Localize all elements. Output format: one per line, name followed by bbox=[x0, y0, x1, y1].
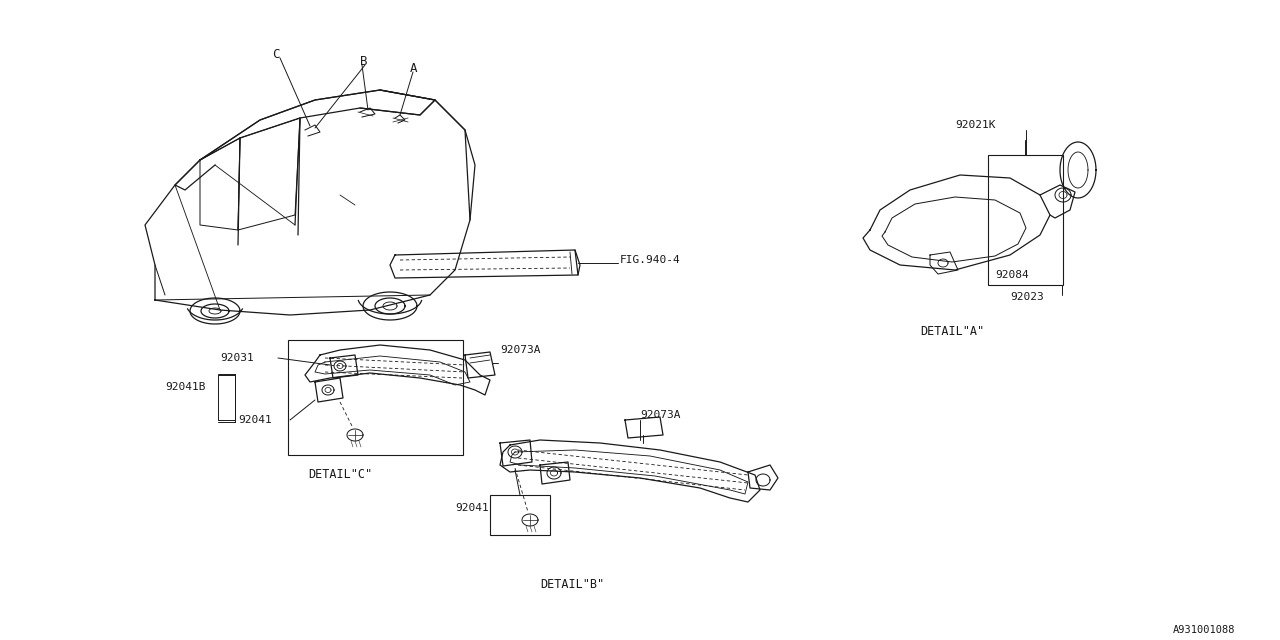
Text: 92031: 92031 bbox=[220, 353, 253, 363]
Bar bbox=[988, 155, 1062, 285]
Text: DETAIL"B": DETAIL"B" bbox=[540, 578, 604, 591]
Text: 92073A: 92073A bbox=[640, 410, 681, 420]
Text: DETAIL"C": DETAIL"C" bbox=[308, 468, 372, 481]
Bar bbox=[288, 340, 463, 455]
Text: 92041B: 92041B bbox=[165, 382, 206, 392]
Text: 92084: 92084 bbox=[995, 270, 1029, 280]
Text: A931001088: A931001088 bbox=[1172, 625, 1235, 635]
Text: B: B bbox=[360, 55, 367, 68]
Bar bbox=[490, 495, 550, 535]
Text: C: C bbox=[273, 48, 279, 61]
Text: A: A bbox=[410, 62, 417, 75]
Text: 92023: 92023 bbox=[1010, 292, 1043, 302]
Text: 92041: 92041 bbox=[238, 415, 271, 425]
Text: FIG.940-4: FIG.940-4 bbox=[620, 255, 681, 265]
Text: 92041: 92041 bbox=[454, 503, 489, 513]
Text: DETAIL"A": DETAIL"A" bbox=[920, 325, 984, 338]
Text: 92073A: 92073A bbox=[500, 345, 540, 355]
Text: 92021K: 92021K bbox=[955, 120, 996, 130]
